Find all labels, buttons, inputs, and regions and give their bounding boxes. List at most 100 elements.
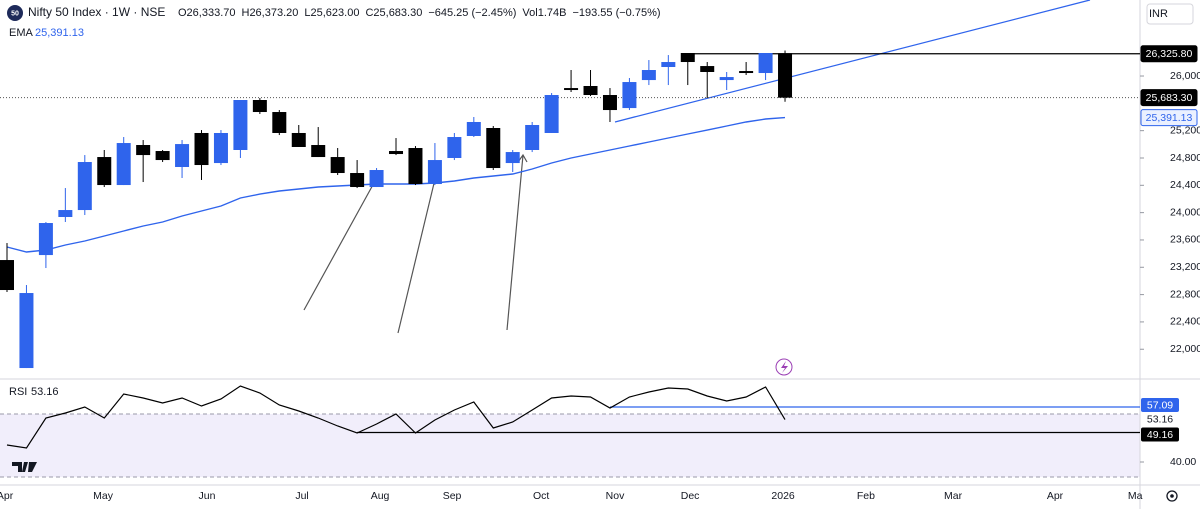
settings-icon-center — [1170, 494, 1174, 498]
candle-body — [175, 144, 190, 168]
candle-body — [408, 148, 423, 185]
candle-body — [58, 210, 73, 218]
trend-line — [614, 0, 1091, 123]
candle-body — [136, 145, 151, 156]
candle-body — [447, 137, 462, 158]
ohlc-item: O26,333.70 — [178, 7, 236, 19]
candle-body — [486, 128, 501, 169]
y-tick-label: 22,400.00 — [1170, 316, 1200, 328]
candle-body — [350, 173, 365, 188]
x-tick-label: Nov — [606, 490, 625, 502]
price-label: 25,683.30 — [1146, 92, 1193, 104]
ema-name: EMA — [9, 27, 34, 39]
candle-body — [252, 99, 267, 113]
candle-body — [719, 77, 734, 81]
candle-body — [680, 53, 695, 63]
price-label: 25,391.13 — [1146, 112, 1193, 124]
rsi-level-box — [1141, 427, 1179, 442]
candle-body — [311, 145, 326, 158]
x-tick-label: Aug — [371, 490, 390, 502]
ohlc-item: L25,623.00 — [304, 7, 359, 19]
candle-body — [272, 112, 287, 133]
candle-body — [97, 157, 112, 186]
x-tick-label: Oct — [533, 490, 549, 502]
candle-body — [778, 53, 793, 98]
symbol-logo — [7, 5, 23, 21]
y-tick-label: 22,800.00 — [1170, 288, 1200, 300]
x-tick-label: Dec — [681, 490, 700, 502]
candle-body — [602, 95, 617, 111]
ohlc-item: −645.25 (−2.45%) — [428, 7, 516, 19]
y-tick-label: 23,200.00 — [1170, 261, 1200, 273]
candle-body — [116, 143, 131, 186]
x-tick-label: Apr — [1047, 490, 1064, 502]
candle-body — [291, 132, 306, 147]
ohlc-item: C25,683.30 — [365, 7, 422, 19]
x-tick-label: May — [93, 490, 114, 502]
currency: INR — [1149, 8, 1168, 20]
candle-body — [77, 162, 92, 211]
candle-body — [369, 170, 384, 188]
ohlc-item: Vol1.74B — [522, 7, 566, 19]
rsi-line — [6, 385, 786, 449]
x-tick-label: Mar — [944, 490, 963, 502]
price-label-box — [1140, 45, 1198, 63]
x-tick-label: Ma — [1128, 490, 1143, 502]
rsi-level-label: 49.16 — [1147, 429, 1173, 441]
candle-body — [661, 62, 676, 68]
rsi-value: 53.16 — [31, 386, 59, 398]
price-label-box — [1140, 109, 1198, 127]
event-icon[interactable] — [775, 358, 793, 376]
y-tick-label: 25,200.00 — [1170, 124, 1200, 136]
tv-logo — [12, 462, 37, 472]
candle-body — [739, 71, 754, 74]
candle-body — [525, 124, 540, 150]
y-tick-label: 24,000.00 — [1170, 206, 1200, 218]
ohlc-item: −193.55 (−0.75%) — [572, 7, 660, 19]
candle-body — [583, 85, 598, 96]
candle-body — [505, 152, 520, 164]
candle-body — [213, 132, 228, 164]
x-tick-label: Sep — [443, 490, 462, 502]
rsi-band — [0, 414, 1140, 477]
price-label: 26,325.80 — [1146, 48, 1193, 60]
y-tick-label: 24,400.00 — [1170, 179, 1200, 191]
ema-value: 25,391.13 — [35, 27, 84, 39]
y-tick-label: 22,000.00 — [1170, 343, 1200, 355]
currency-button[interactable] — [1146, 3, 1194, 25]
x-tick-label: Jun — [198, 490, 215, 502]
candle-body — [19, 293, 34, 369]
symbol-logo-text: 50 — [11, 10, 19, 17]
rsi-level-label: 57.09 — [1147, 399, 1173, 411]
candle-body — [194, 132, 209, 166]
candle-body — [466, 121, 481, 136]
ema-line — [6, 116, 786, 253]
rsi-title: RSI — [9, 386, 27, 398]
candle-body — [330, 157, 345, 174]
rsi-level-box — [1141, 397, 1179, 412]
x-tick-label: Apr — [0, 490, 14, 502]
y-tick-label: 40.00 — [1170, 456, 1196, 468]
symbol: Nifty 50 Index · 1W · NSE — [28, 5, 165, 19]
x-tick-label: Jul — [295, 490, 308, 502]
y-tick-label: 23,600.00 — [1170, 234, 1200, 246]
event-icon-bolt — [781, 361, 788, 373]
candle-body — [544, 95, 559, 133]
y-tick-label: 26,000.00 — [1170, 70, 1200, 82]
rsi-value-label: 53.16 — [1147, 413, 1173, 425]
candle-body — [564, 88, 579, 91]
candle-body — [700, 66, 715, 72]
settings-icon[interactable] — [1166, 490, 1178, 502]
candle-body — [0, 260, 15, 291]
candle-body — [758, 53, 773, 74]
candle-body — [641, 70, 656, 81]
candle-body — [155, 151, 170, 161]
x-tick-label: Feb — [857, 490, 875, 502]
ohlc-item: H26,373.20 — [242, 7, 299, 19]
candle-body — [233, 99, 248, 150]
candle-body — [389, 151, 404, 155]
candle-body — [622, 82, 637, 109]
price-label-box — [1140, 89, 1198, 107]
candle-body — [38, 223, 53, 256]
